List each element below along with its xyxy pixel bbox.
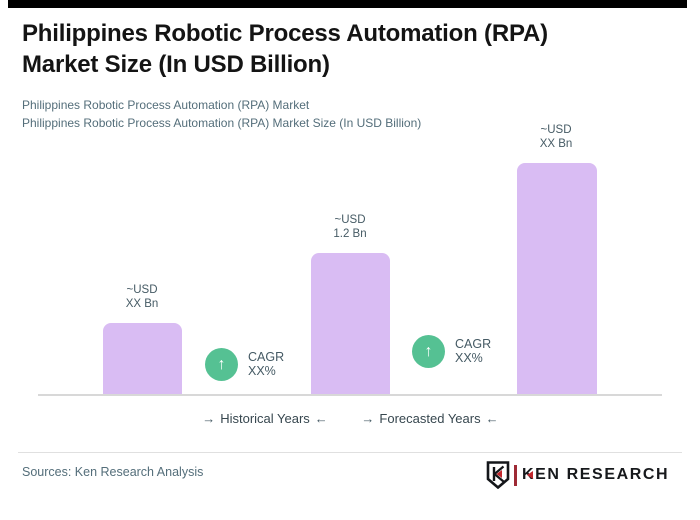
cagr-badge-historical: ↑ CAGR XX% <box>205 348 284 381</box>
growth-up-arrow-icon: ↑ <box>412 335 445 368</box>
bar-forecast <box>517 163 597 394</box>
arrow-right-icon: → <box>202 411 216 426</box>
sources-text: Sources: Ken Research Analysis <box>22 465 204 479</box>
logo-k-triangle-icon <box>527 471 533 479</box>
cagr-text: CAGR XX% <box>455 337 492 365</box>
title-line-1: Philippines Robotic Process Automation (… <box>22 20 548 47</box>
arrow-left-icon: ← <box>314 411 328 426</box>
x-axis-line <box>38 394 662 396</box>
arrow-right-icon: → <box>361 411 375 426</box>
footer-divider <box>18 452 682 453</box>
arrow-left-icon: ← <box>485 411 499 426</box>
historical-years-label: → Historical Years ← <box>197 410 333 427</box>
ken-research-logo: K EN RESEARCH <box>486 461 669 489</box>
logo-wordmark: K EN RESEARCH <box>522 466 670 483</box>
ken-research-badge-icon <box>486 461 510 489</box>
forecasted-years-label: → Forecasted Years ← <box>356 410 503 427</box>
top-black-bar <box>8 0 687 8</box>
chart-subtitle: Philippines Robotic Process Automation (… <box>22 96 682 132</box>
title-line-2: Market Size (In USD Billion) <box>22 51 330 78</box>
logo-separator <box>514 464 517 486</box>
bar-current <box>311 253 390 394</box>
bar2-value-label: ~USD 1.2 Bn <box>333 214 367 240</box>
bar3-value-label: ~USD XX Bn <box>539 124 573 150</box>
cagr-text: CAGR XX% <box>248 350 285 378</box>
growth-up-arrow-icon: ↑ <box>205 348 238 381</box>
bar-historical <box>103 323 182 394</box>
cagr-badge-forecast: ↑ CAGR XX% <box>412 335 491 368</box>
bar1-value-label: ~USD XX Bn <box>125 284 159 310</box>
page-title: Philippines Robotic Process Automation (… <box>22 18 682 80</box>
subtitle-line-1: Philippines Robotic Process Automation (… <box>22 98 310 112</box>
subtitle-line-2: Philippines Robotic Process Automation (… <box>22 116 422 130</box>
